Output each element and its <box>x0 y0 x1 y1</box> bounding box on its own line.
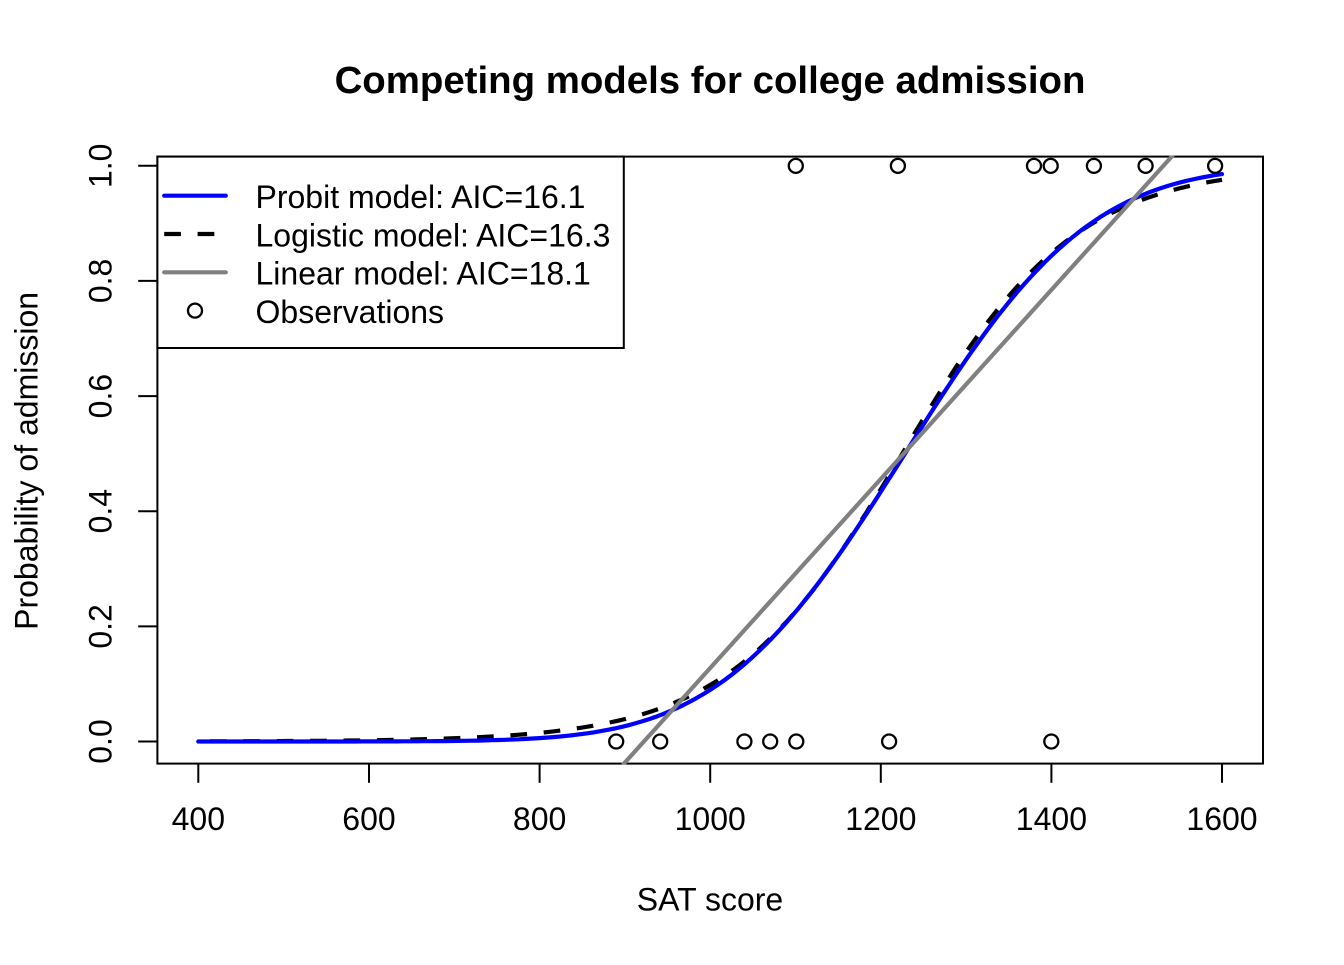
svg-text:1600: 1600 <box>1186 801 1257 837</box>
svg-text:Probit model: AIC=16.1: Probit model: AIC=16.1 <box>256 179 586 215</box>
svg-text:800: 800 <box>513 801 566 837</box>
svg-text:0.2: 0.2 <box>82 604 118 648</box>
svg-text:Competing models for college a: Competing models for college admission <box>335 59 1086 102</box>
svg-text:1400: 1400 <box>1016 801 1087 837</box>
svg-text:1.0: 1.0 <box>82 144 118 188</box>
svg-text:600: 600 <box>342 801 395 837</box>
svg-text:Logistic model: AIC=16.3: Logistic model: AIC=16.3 <box>256 217 611 253</box>
svg-text:SAT score: SAT score <box>637 882 783 918</box>
svg-text:0.4: 0.4 <box>82 489 118 533</box>
svg-text:0.0: 0.0 <box>82 719 118 763</box>
svg-text:0.8: 0.8 <box>82 259 118 303</box>
svg-text:0.6: 0.6 <box>82 374 118 418</box>
svg-text:Observations: Observations <box>256 294 445 330</box>
svg-text:400: 400 <box>172 801 225 837</box>
svg-text:Linear model: AIC=18.1: Linear model: AIC=18.1 <box>256 256 591 292</box>
svg-text:1000: 1000 <box>675 801 746 837</box>
svg-text:1200: 1200 <box>845 801 916 837</box>
svg-text:Probability of admission: Probability of admission <box>9 292 45 630</box>
